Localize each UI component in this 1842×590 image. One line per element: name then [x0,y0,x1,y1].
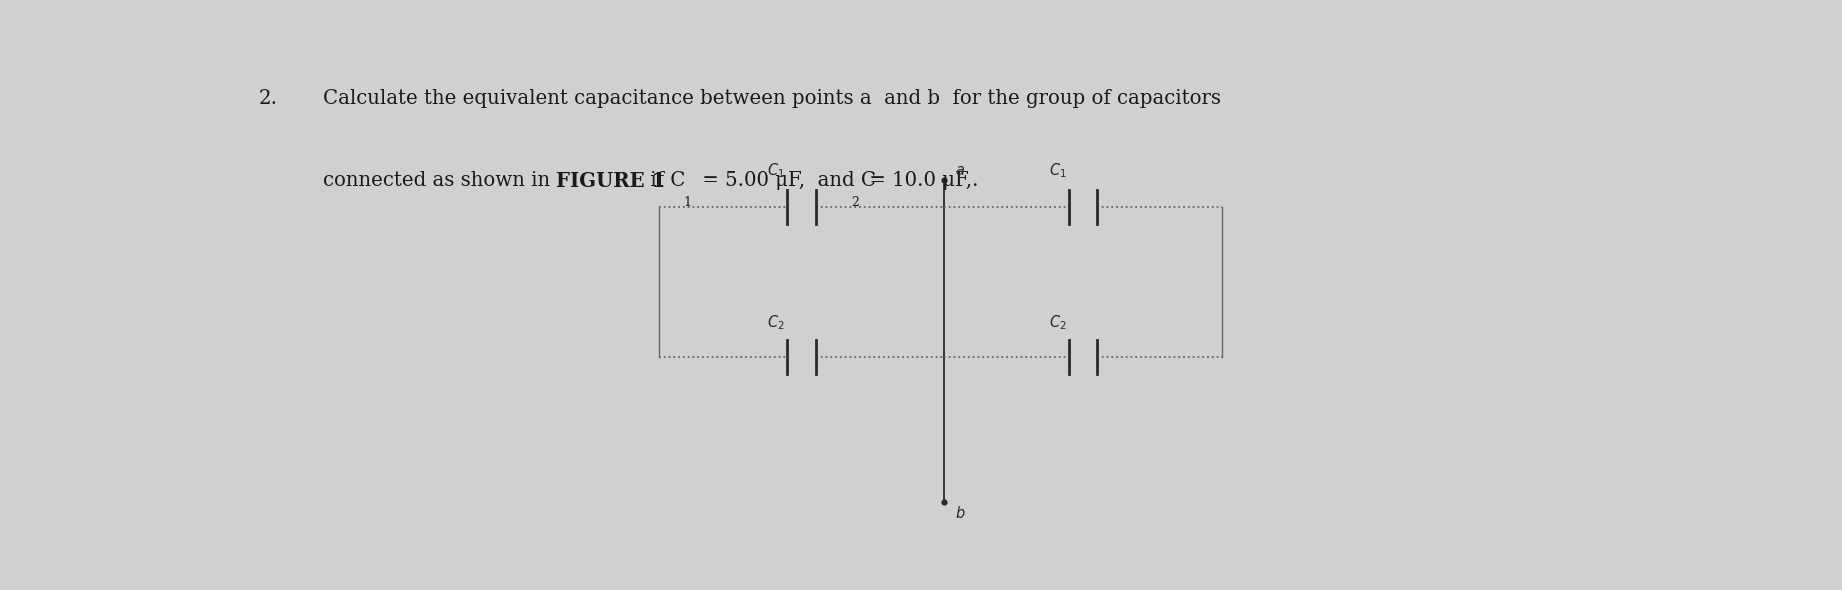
Text: 1: 1 [683,196,691,209]
Text: Calculate the equivalent capacitance between points a  and b  for the group of c: Calculate the equivalent capacitance bet… [322,89,1221,108]
Text: 2: 2 [851,196,858,209]
Text: $b$: $b$ [956,504,965,520]
Text: $\mathit{C}_1$: $\mathit{C}_1$ [766,161,785,180]
Text: = 5.00 μF,  and C: = 5.00 μF, and C [696,171,875,190]
Text: if C: if C [645,171,685,190]
Text: FIGURE 1: FIGURE 1 [556,171,665,191]
Text: $\mathit{C}_1$: $\mathit{C}_1$ [1048,161,1067,180]
Text: $\mathit{C}_2$: $\mathit{C}_2$ [1048,313,1067,332]
Text: $a$: $a$ [956,163,965,178]
Text: $\mathit{C}_2$: $\mathit{C}_2$ [766,313,785,332]
Text: = 10.0 μF,.: = 10.0 μF,. [862,171,978,190]
Text: 2.: 2. [258,89,278,108]
Text: connected as shown in: connected as shown in [322,171,556,190]
